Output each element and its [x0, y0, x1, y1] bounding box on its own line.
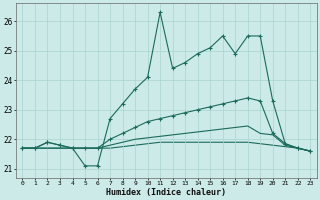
X-axis label: Humidex (Indice chaleur): Humidex (Indice chaleur) — [106, 188, 226, 197]
